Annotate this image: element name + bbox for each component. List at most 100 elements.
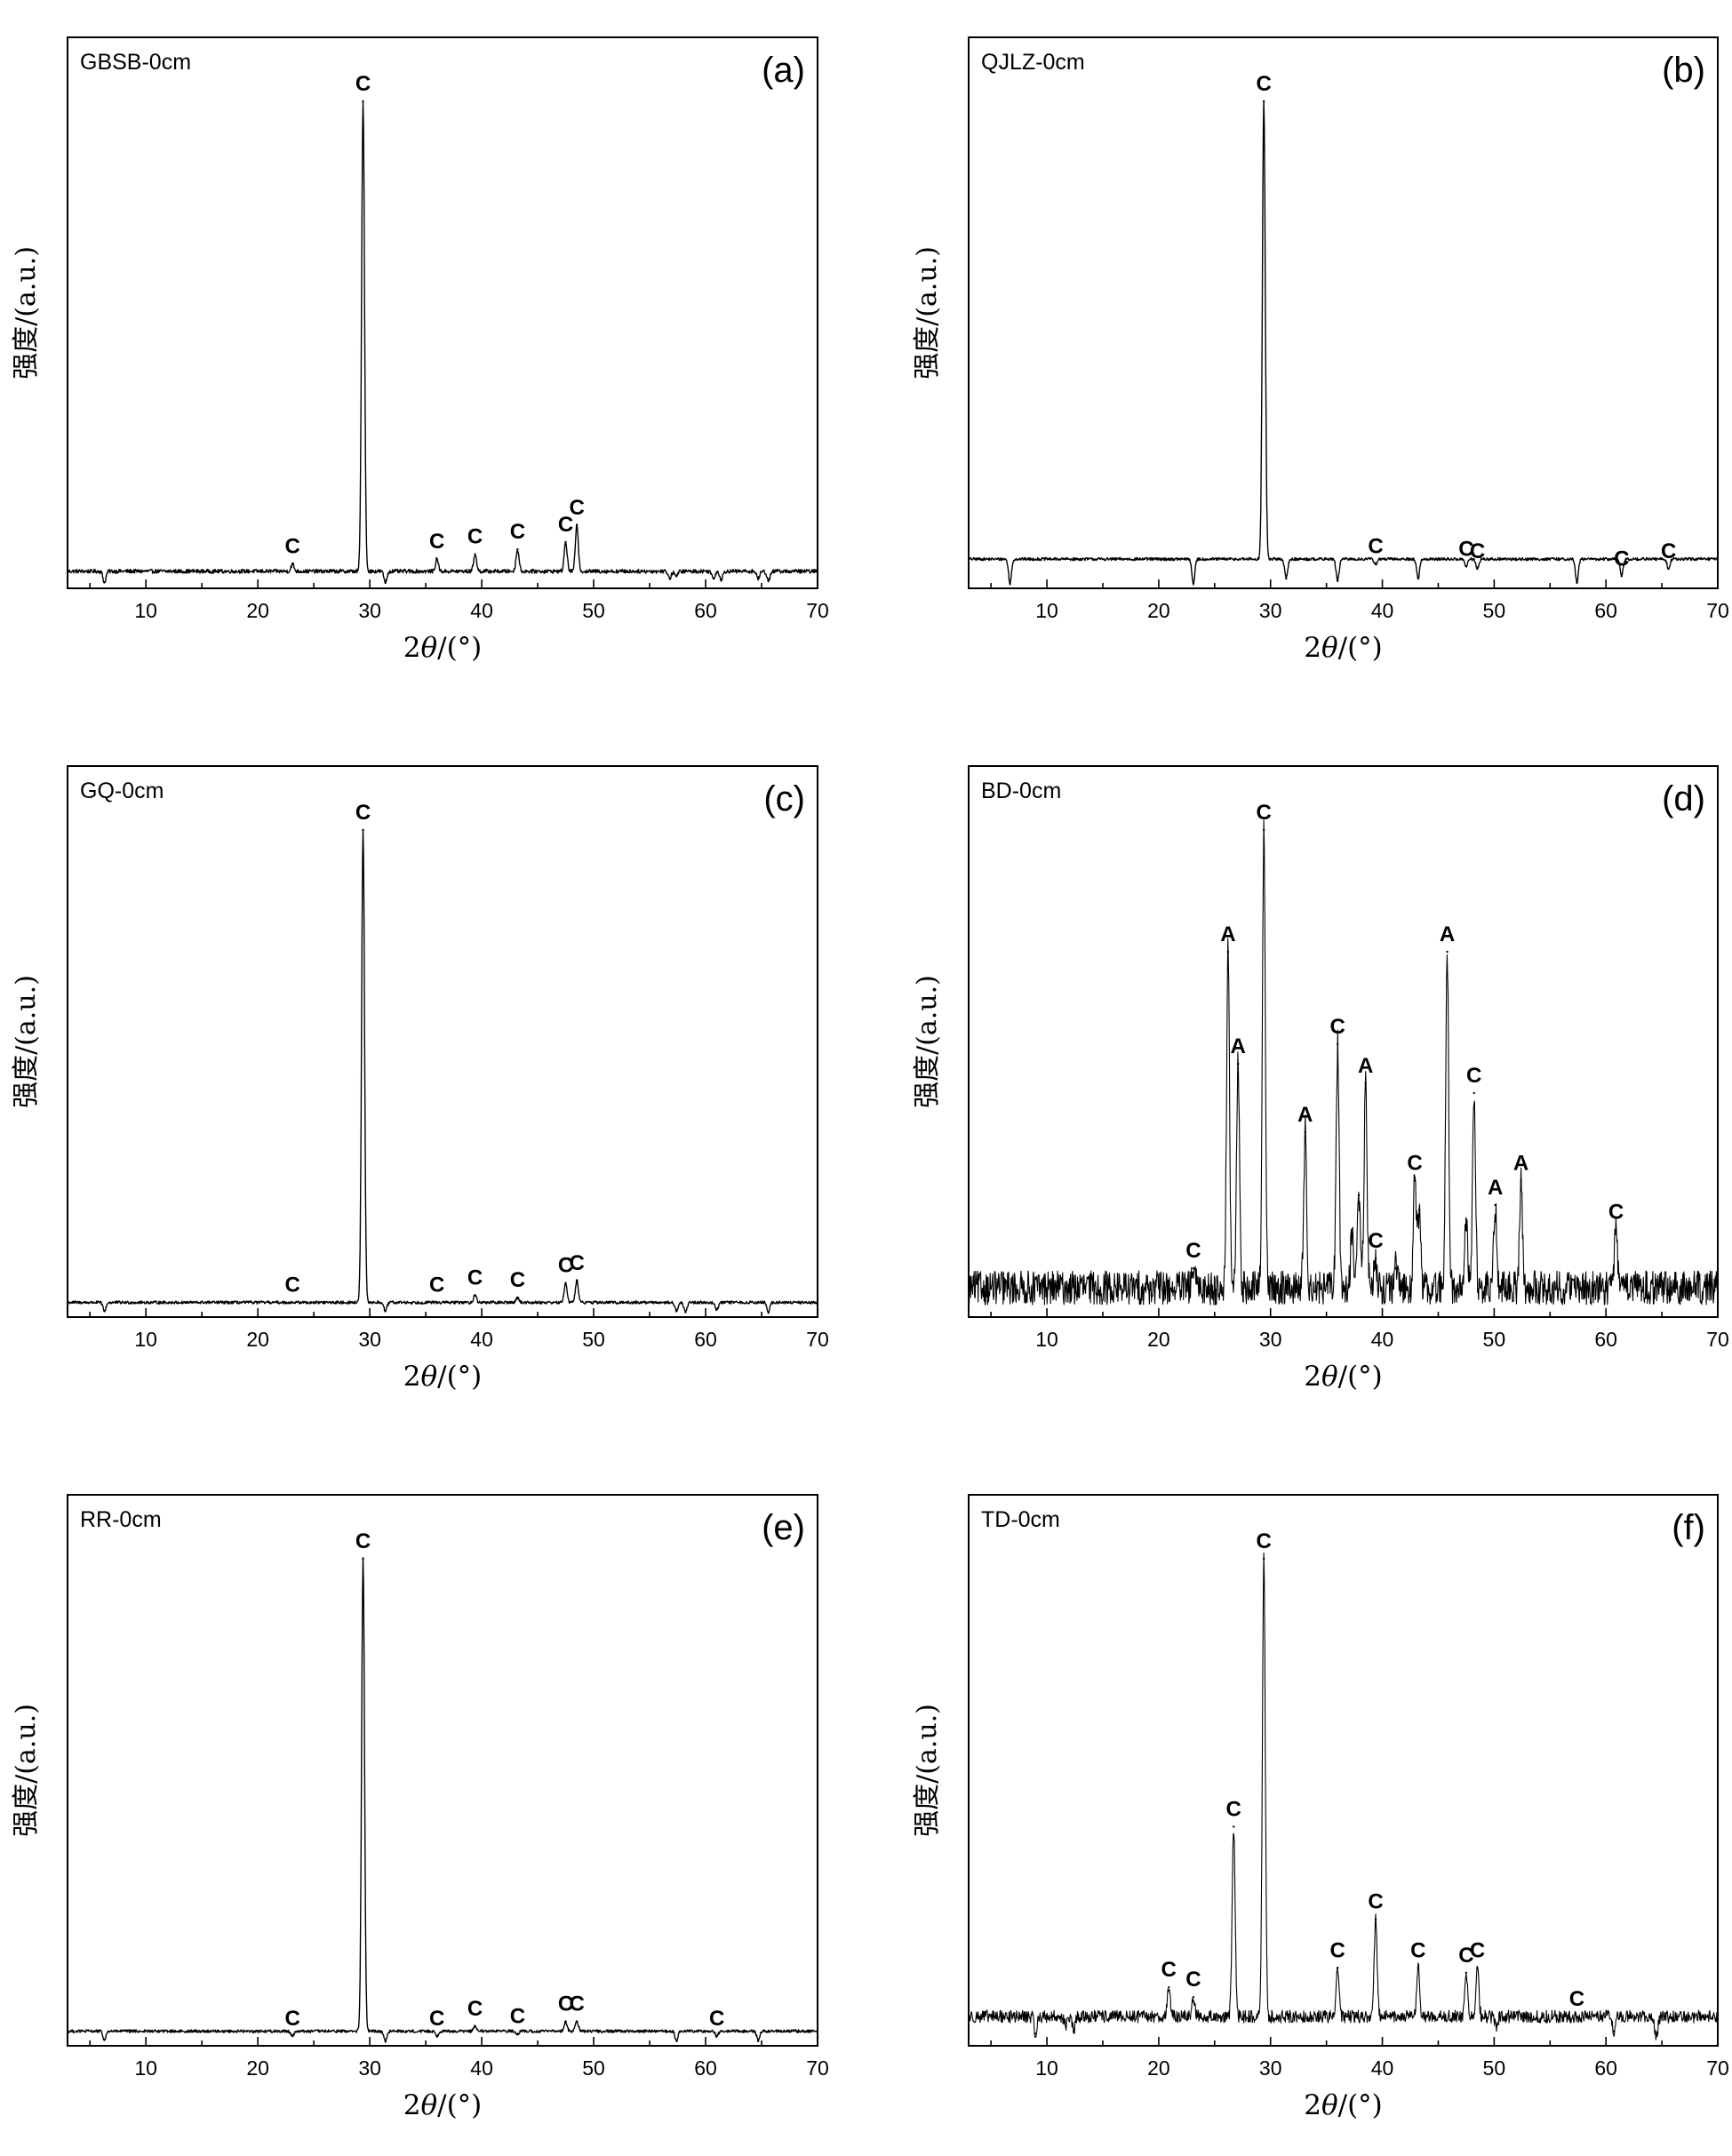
peak-label: C <box>1470 1938 1485 1962</box>
peak-marker <box>516 547 519 551</box>
x-tick-label: 60 <box>1594 1328 1617 1351</box>
peak-label: C <box>558 513 573 537</box>
peak-marker <box>575 2020 579 2023</box>
plot-frame <box>67 1494 818 2047</box>
peak-marker <box>1624 1276 1628 1280</box>
peak-marker <box>1520 1179 1522 1182</box>
peak-marker <box>1065 2024 1067 2028</box>
peak-marker <box>712 577 715 580</box>
x-tick-label: 70 <box>1706 1328 1729 1351</box>
peak-marker <box>362 100 364 103</box>
peak-label: C <box>1458 537 1473 561</box>
panel-letter: (f) <box>1672 1508 1705 1547</box>
x-tick-label: 40 <box>1371 599 1394 622</box>
peak-marker <box>1374 1258 1377 1260</box>
x-tick-label: 50 <box>1483 2056 1506 2080</box>
x-tick-label: 20 <box>246 1328 269 1351</box>
xrd-trace <box>67 100 818 585</box>
peak-marker <box>1576 2015 1578 2018</box>
peak-label: C <box>1368 1229 1383 1253</box>
peak-marker <box>1262 100 1265 103</box>
peak-marker <box>1655 2034 1657 2038</box>
peak-label: C <box>1185 1968 1201 1992</box>
peak-label: C <box>429 2007 444 2031</box>
peak-label: A <box>1220 922 1235 946</box>
peak-marker <box>564 1282 567 1284</box>
peak-label: C <box>1161 1958 1177 1982</box>
peak-marker <box>675 575 678 578</box>
peak-label: C <box>355 1529 371 1553</box>
peak-marker <box>675 2040 678 2042</box>
x-axis-title-theta: θ <box>420 1361 437 1393</box>
x-tick-label: 10 <box>134 599 157 622</box>
x-axis-title: 2θ/(°) <box>403 1361 483 1393</box>
x-tick-label: 40 <box>1371 1328 1394 1351</box>
peak-marker <box>291 563 294 565</box>
peak-marker <box>384 1310 387 1313</box>
peak-label: C <box>558 1992 573 2016</box>
x-tick-label: 40 <box>470 2056 493 2080</box>
xrd-trace <box>67 828 818 1314</box>
peak-label: C <box>1410 1938 1425 1962</box>
peak-label: C <box>285 535 300 559</box>
peak-marker <box>291 1301 294 1304</box>
peak-marker <box>757 2040 760 2042</box>
peak-marker <box>474 1294 476 1297</box>
peak-marker <box>1262 1557 1265 1561</box>
peak-marker <box>1304 1130 1306 1133</box>
x-axis-title-theta: θ <box>1321 2089 1338 2121</box>
peak-label: C <box>285 2007 300 2031</box>
peak-marker <box>1009 582 1011 585</box>
x-tick-label: 40 <box>1371 2056 1394 2080</box>
x-axis-title-suffix: /(°) <box>1338 1361 1383 1393</box>
peak-label: C <box>510 1268 525 1292</box>
sample-name: QJLZ-0cm <box>981 50 1085 75</box>
peak-marker <box>1364 1082 1367 1085</box>
peak-marker <box>1192 582 1195 585</box>
x-axis-title-prefix: 2 <box>403 632 421 664</box>
x-axis-title-prefix: 2 <box>1304 1361 1321 1393</box>
peak-label: C <box>1330 1938 1345 1962</box>
peak-marker <box>715 1308 718 1311</box>
x-tick-label: 10 <box>1035 599 1058 622</box>
peak-label: C <box>569 1251 584 1275</box>
x-tick-label: 20 <box>246 2056 269 2080</box>
peak-marker <box>1337 579 1339 582</box>
sample-name: RR-0cm <box>80 1507 162 1532</box>
peak-marker <box>767 579 770 582</box>
y-axis-title: 强度/(a.u.) <box>11 975 42 1108</box>
peak-label: C <box>1256 72 1271 96</box>
peak-marker <box>1641 1286 1644 1290</box>
x-axis-title: 2θ/(°) <box>1304 632 1383 664</box>
y-axis-title: 强度/(a.u.) <box>912 975 943 1108</box>
x-axis-title: 2θ/(°) <box>403 2089 483 2121</box>
xrd-trace <box>968 1552 1719 2040</box>
peak-marker <box>1672 1286 1674 1290</box>
peak-label: C <box>355 801 371 825</box>
x-tick-label: 50 <box>1483 1328 1506 1351</box>
x-tick-label: 70 <box>806 599 829 622</box>
x-axis-title-theta: θ <box>1321 1361 1338 1393</box>
peak-marker <box>291 2034 294 2038</box>
x-tick-label: 10 <box>1035 2056 1058 2080</box>
peak-label: C <box>1330 1015 1345 1039</box>
x-axis-title-theta: θ <box>420 632 437 664</box>
peak-marker <box>435 2034 438 2038</box>
xrd-trace <box>67 1557 818 2043</box>
peak-label: C <box>429 1274 444 1298</box>
peak-marker <box>1476 567 1479 571</box>
x-axis-title-suffix: /(°) <box>437 632 482 664</box>
peak-marker <box>1357 1194 1361 1197</box>
panel-letter: (a) <box>762 51 805 90</box>
peak-marker <box>1417 1967 1420 1969</box>
peak-marker <box>362 1557 364 1561</box>
peak-marker <box>1417 577 1420 580</box>
x-axis-title-prefix: 2 <box>403 1361 421 1393</box>
peak-marker <box>362 828 364 832</box>
peak-marker <box>1168 1986 1170 1989</box>
x-tick-label: 70 <box>1706 2056 1729 2080</box>
peak-label: C <box>1458 1944 1473 1968</box>
